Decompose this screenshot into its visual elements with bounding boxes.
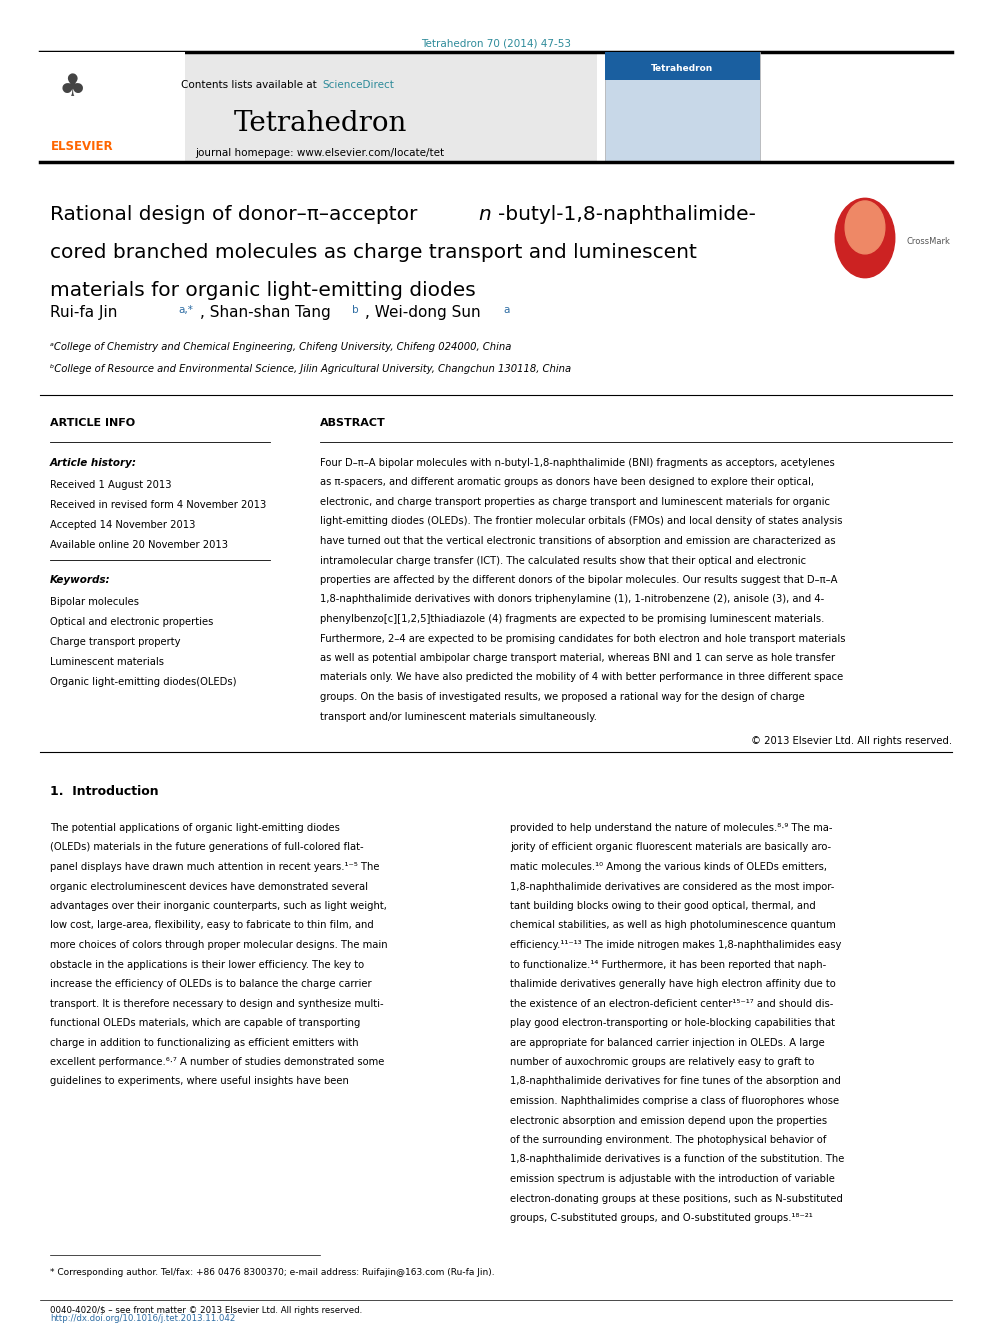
Text: materials only. We have also predicted the mobility of 4 with better performance: materials only. We have also predicted t…	[320, 672, 843, 683]
Text: a: a	[503, 306, 509, 315]
Text: 1.  Introduction: 1. Introduction	[50, 785, 159, 798]
Text: excellent performance.⁶⋅⁷ A number of studies demonstrated some: excellent performance.⁶⋅⁷ A number of st…	[50, 1057, 384, 1068]
Text: guidelines to experiments, where useful insights have been: guidelines to experiments, where useful …	[50, 1077, 349, 1086]
Bar	[605, 52, 760, 161]
Text: Received in revised form 4 November 2013: Received in revised form 4 November 2013	[50, 500, 266, 509]
Text: intramolecular charge transfer (ICT). The calculated results show that their opt: intramolecular charge transfer (ICT). Th…	[320, 556, 806, 565]
Text: * Corresponding author. Tel/fax: +86 0476 8300370; e-mail address: Ruifajin@163.: * Corresponding author. Tel/fax: +86 047…	[50, 1267, 495, 1277]
Text: Organic light-emitting diodes(OLEDs): Organic light-emitting diodes(OLEDs)	[50, 677, 236, 687]
Text: Charge transport property: Charge transport property	[50, 636, 181, 647]
Text: , Wei-dong Sun: , Wei-dong Sun	[365, 306, 485, 320]
Text: panel displays have drawn much attention in recent years.¹⁻⁵ The: panel displays have drawn much attention…	[50, 863, 380, 872]
Text: electronic, and charge transport properties as charge transport and luminescent : electronic, and charge transport propert…	[320, 497, 830, 507]
Text: ARTICLE INFO: ARTICLE INFO	[50, 418, 135, 429]
Text: more choices of colors through proper molecular designs. The main: more choices of colors through proper mo…	[50, 941, 388, 950]
Text: Rational design of donor–π–acceptor: Rational design of donor–π–acceptor	[50, 205, 424, 224]
Text: -butyl-1,8-naphthalimide-: -butyl-1,8-naphthalimide-	[498, 205, 756, 224]
Text: 1,8-naphthalimide derivatives are considered as the most impor-: 1,8-naphthalimide derivatives are consid…	[510, 881, 834, 892]
Text: as π-spacers, and different aromatic groups as donors have been designed to expl: as π-spacers, and different aromatic gro…	[320, 478, 814, 487]
Text: ELSEVIER: ELSEVIER	[51, 140, 113, 153]
Text: , Shan-shan Tang: , Shan-shan Tang	[200, 306, 335, 320]
Text: The potential applications of organic light-emitting diodes: The potential applications of organic li…	[50, 823, 340, 833]
Text: Furthermore, 2–4 are expected to be promising candidates for both electron and h: Furthermore, 2–4 are expected to be prom…	[320, 634, 845, 643]
Text: Contents lists available at: Contents lists available at	[181, 79, 320, 90]
Text: obstacle in the applications is their lower efficiency. The key to: obstacle in the applications is their lo…	[50, 959, 364, 970]
Text: transport. It is therefore necessary to design and synthesize multi-: transport. It is therefore necessary to …	[50, 999, 384, 1008]
Text: increase the efficiency of OLEDs is to balance the charge carrier: increase the efficiency of OLEDs is to b…	[50, 979, 372, 990]
Text: emission spectrum is adjustable with the introduction of variable: emission spectrum is adjustable with the…	[510, 1174, 835, 1184]
Text: of the surrounding environment. The photophysical behavior of: of the surrounding environment. The phot…	[510, 1135, 826, 1144]
Text: a,*: a,*	[178, 306, 192, 315]
Text: Optical and electronic properties: Optical and electronic properties	[50, 617, 213, 627]
Text: Accepted 14 November 2013: Accepted 14 November 2013	[50, 520, 195, 531]
Text: electron-donating groups at these positions, such as N-substituted: electron-donating groups at these positi…	[510, 1193, 843, 1204]
Text: tant building blocks owing to their good optical, thermal, and: tant building blocks owing to their good…	[510, 901, 815, 912]
Text: 0040-4020/$ – see front matter © 2013 Elsevier Ltd. All rights reserved.: 0040-4020/$ – see front matter © 2013 El…	[50, 1306, 362, 1315]
Circle shape	[845, 201, 885, 254]
Text: materials for organic light-emitting diodes: materials for organic light-emitting dio…	[50, 280, 476, 300]
Text: (OLEDs) materials in the future generations of full-colored flat-: (OLEDs) materials in the future generati…	[50, 843, 364, 852]
Text: have turned out that the vertical electronic transitions of absorption and emiss: have turned out that the vertical electr…	[320, 536, 835, 546]
Text: matic molecules.¹⁰ Among the various kinds of OLEDs emitters,: matic molecules.¹⁰ Among the various kin…	[510, 863, 827, 872]
Text: number of auxochromic groups are relatively easy to graft to: number of auxochromic groups are relativ…	[510, 1057, 814, 1068]
Text: light-emitting diodes (OLEDs). The frontier molecular orbitals (FMOs) and local : light-emitting diodes (OLEDs). The front…	[320, 516, 842, 527]
Text: Luminescent materials: Luminescent materials	[50, 658, 164, 667]
Text: Keywords:: Keywords:	[50, 576, 111, 585]
Text: as well as potential ambipolar charge transport material, whereas BNI and 1 can : as well as potential ambipolar charge tr…	[320, 654, 835, 663]
Text: are appropriate for balanced carrier injection in OLEDs. A large: are appropriate for balanced carrier inj…	[510, 1037, 824, 1048]
Text: Rui-fa Jin: Rui-fa Jin	[50, 306, 122, 320]
Text: ♣: ♣	[59, 74, 85, 102]
Text: Bipolar molecules: Bipolar molecules	[50, 597, 139, 607]
Text: functional OLEDs materials, which are capable of transporting: functional OLEDs materials, which are ca…	[50, 1017, 360, 1028]
Text: 1,8-naphthalimide derivatives with donors triphenylamine (1), 1-nitrobenzene (2): 1,8-naphthalimide derivatives with donor…	[320, 594, 824, 605]
Bar	[35, 52, 185, 161]
Text: jority of efficient organic fluorescent materials are basically aro-: jority of efficient organic fluorescent …	[510, 843, 831, 852]
Text: http://dx.doi.org/10.1016/j.tet.2013.11.042: http://dx.doi.org/10.1016/j.tet.2013.11.…	[50, 1314, 235, 1323]
Text: cored branched molecules as charge transport and luminescent: cored branched molecules as charge trans…	[50, 243, 696, 262]
Text: Article history:: Article history:	[50, 458, 137, 468]
Text: properties are affected by the different donors of the bipolar molecules. Our re: properties are affected by the different…	[320, 576, 837, 585]
Text: transport and/or luminescent materials simultaneously.: transport and/or luminescent materials s…	[320, 712, 597, 721]
Bar	[605, 52, 760, 79]
Bar	[35, 52, 597, 161]
Text: provided to help understand the nature of molecules.⁸⋅⁹ The ma-: provided to help understand the nature o…	[510, 823, 832, 833]
Text: electronic absorption and emission depend upon the properties: electronic absorption and emission depen…	[510, 1115, 827, 1126]
Circle shape	[835, 198, 895, 278]
Text: groups. On the basis of investigated results, we proposed a rational way for the: groups. On the basis of investigated res…	[320, 692, 805, 703]
Text: b: b	[352, 306, 359, 315]
Text: play good electron-transporting or hole-blocking capabilities that: play good electron-transporting or hole-…	[510, 1017, 835, 1028]
Text: thalimide derivatives generally have high electron affinity due to: thalimide derivatives generally have hig…	[510, 979, 835, 990]
Text: 1,8-naphthalimide derivatives for fine tunes of the absorption and: 1,8-naphthalimide derivatives for fine t…	[510, 1077, 841, 1086]
Text: ᵃCollege of Chemistry and Chemical Engineering, Chifeng University, Chifeng 0240: ᵃCollege of Chemistry and Chemical Engin…	[50, 343, 511, 352]
Text: Four D–π–A bipolar molecules with n-butyl-1,8-naphthalimide (BNI) fragments as a: Four D–π–A bipolar molecules with n-buty…	[320, 458, 834, 468]
Text: ᵇCollege of Resource and Environmental Science, Jilin Agricultural University, C: ᵇCollege of Resource and Environmental S…	[50, 364, 571, 374]
Text: low cost, large-area, flexibility, easy to fabricate to thin film, and: low cost, large-area, flexibility, easy …	[50, 921, 374, 930]
Text: to functionalize.¹⁴ Furthermore, it has been reported that naph-: to functionalize.¹⁴ Furthermore, it has …	[510, 959, 826, 970]
Text: phenylbenzo[c][1,2,5]thiadiazole (4) fragments are expected to be promising lumi: phenylbenzo[c][1,2,5]thiadiazole (4) fra…	[320, 614, 824, 624]
Text: ABSTRACT: ABSTRACT	[320, 418, 386, 429]
Text: charge in addition to functionalizing as efficient emitters with: charge in addition to functionalizing as…	[50, 1037, 359, 1048]
Text: CrossMark: CrossMark	[907, 237, 950, 246]
Text: emission. Naphthalimides comprise a class of fluorophores whose: emission. Naphthalimides comprise a clas…	[510, 1095, 839, 1106]
Text: © 2013 Elsevier Ltd. All rights reserved.: © 2013 Elsevier Ltd. All rights reserved…	[751, 736, 952, 746]
Text: Tetrahedron: Tetrahedron	[233, 110, 407, 138]
Text: Tetrahedron: Tetrahedron	[651, 64, 713, 73]
Text: groups, C-substituted groups, and O-substituted groups.¹⁸⁻²¹: groups, C-substituted groups, and O-subs…	[510, 1213, 812, 1222]
Text: Available online 20 November 2013: Available online 20 November 2013	[50, 540, 228, 550]
Text: efficiency.¹¹⁻¹³ The imide nitrogen makes 1,8-naphthalimides easy: efficiency.¹¹⁻¹³ The imide nitrogen make…	[510, 941, 841, 950]
Text: chemical stabilities, as well as high photoluminescence quantum: chemical stabilities, as well as high ph…	[510, 921, 835, 930]
Text: journal homepage: www.elsevier.com/locate/tet: journal homepage: www.elsevier.com/locat…	[195, 148, 444, 157]
Text: organic electroluminescent devices have demonstrated several: organic electroluminescent devices have …	[50, 881, 368, 892]
Text: advantages over their inorganic counterparts, such as light weight,: advantages over their inorganic counterp…	[50, 901, 387, 912]
Text: ScienceDirect: ScienceDirect	[322, 79, 394, 90]
Text: n: n	[478, 205, 491, 224]
Text: the existence of an electron-deficient center¹⁵⁻¹⁷ and should dis-: the existence of an electron-deficient c…	[510, 999, 833, 1008]
Text: Tetrahedron 70 (2014) 47-53: Tetrahedron 70 (2014) 47-53	[421, 38, 571, 48]
Text: 1,8-naphthalimide derivatives is a function of the substitution. The: 1,8-naphthalimide derivatives is a funct…	[510, 1155, 844, 1164]
Text: Received 1 August 2013: Received 1 August 2013	[50, 480, 172, 490]
